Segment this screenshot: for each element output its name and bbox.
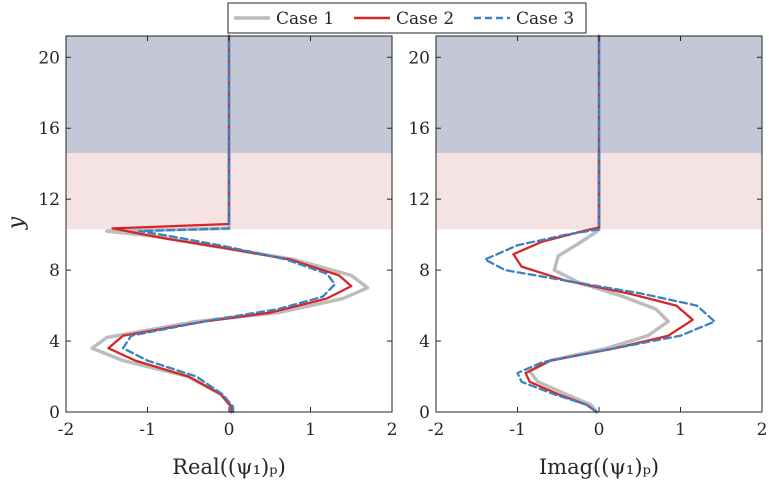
panel-imag-ytick-label: 4 (419, 332, 430, 352)
y-axis-label: y (4, 216, 29, 230)
panel-imag-ytick-label: 12 (408, 190, 430, 210)
panel-real-ytick-label: 12 (38, 190, 60, 210)
panel-imag-xtick-label: 0 (594, 420, 605, 440)
panel-real-ytick-label: 8 (49, 261, 60, 281)
panel-imag-xtick-label: 1 (675, 420, 686, 440)
panel-imag-ytick-label: 0 (419, 403, 430, 423)
panel-real-xtick-label: 1 (305, 420, 316, 440)
panel-imag-ytick-label: 16 (408, 119, 430, 139)
panel-imag-ytick-label: 8 (419, 261, 430, 281)
panel-imag-ytick-label: 20 (408, 48, 430, 68)
panel-real-ytick-label: 16 (38, 119, 60, 139)
panel-imag-series-case-2 (512, 34, 694, 414)
panel-real-ytick-label: 4 (49, 332, 60, 352)
legend-box (227, 2, 587, 34)
panel-real-xtick-label: 0 (224, 420, 235, 440)
legend-label-case-3: Case 3 (516, 9, 574, 29)
panel-imag-xtick-label: -2 (428, 420, 445, 440)
panel-real-series (90, 34, 370, 414)
legend-label-case-2: Case 2 (396, 9, 454, 29)
panel-imag-series-case-1 (527, 34, 671, 414)
legend: Case 1 Case 2 Case 3 (227, 2, 587, 34)
panel-real-series-case-3 (121, 34, 337, 414)
panel-real-ytick-label: 0 (49, 403, 60, 423)
panel-imag-series-case-3 (483, 34, 716, 414)
panel-real-xtick-label: -1 (139, 420, 156, 440)
panel-real-ytick-label: 20 (38, 48, 60, 68)
panel-imag-xtick-label: 2 (757, 420, 768, 440)
panel-real-xtick-label: 2 (387, 420, 398, 440)
x-axis-label-imag: Imag((ψ₁)ₚ) (539, 455, 659, 479)
panel-imag-xtick-label: -1 (509, 420, 526, 440)
panel-real-xtick-label: -2 (58, 420, 75, 440)
x-axis-label-real: Real((ψ₁)ₚ) (172, 455, 286, 479)
legend-label-case-1: Case 1 (276, 9, 334, 29)
panel-real-series-case-2 (107, 34, 353, 414)
panel-imag-series (483, 34, 716, 414)
